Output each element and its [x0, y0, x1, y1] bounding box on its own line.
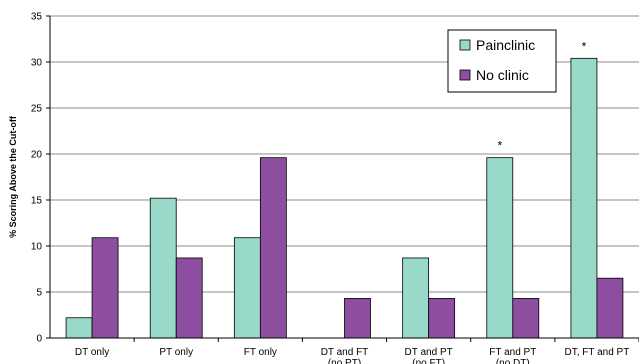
bar-painclinic [149, 197, 177, 339]
x-tick-label: FT only [244, 347, 277, 358]
legend-swatch [459, 39, 471, 51]
bar-painclinic [233, 237, 261, 339]
x-tick-label: DT, FT and PT [565, 347, 630, 358]
x-tick-label: DT and PT [405, 347, 453, 358]
bar-no-clinic [596, 277, 624, 339]
y-tick-label: 5 [36, 288, 42, 299]
significance-marker: * [497, 139, 502, 153]
annotations: ** [497, 39, 586, 152]
x-tick-label: FT and PT [489, 347, 536, 358]
legend-label: No clinic [476, 67, 529, 83]
bar-no-clinic [175, 257, 203, 339]
x-tick-label: (no DT) [496, 358, 530, 364]
y-tick-label: 25 [31, 104, 43, 115]
x-tick-label: (no FT) [412, 358, 445, 364]
bar-painclinic [402, 257, 430, 339]
bar-no-clinic [512, 298, 540, 339]
y-tick-label: 0 [36, 334, 42, 345]
bar-no-clinic [259, 157, 287, 339]
bars [65, 57, 639, 342]
legend-swatch [459, 69, 471, 81]
y-tick-label: 15 [31, 196, 43, 207]
legend: Painclinic No clinic [447, 29, 557, 93]
x-tick-label: PT only [159, 347, 193, 358]
gridlines [50, 15, 639, 293]
y-axis-title: % Scoring Above the Cut-off [8, 115, 18, 238]
bar-painclinic [65, 317, 93, 339]
x-tick-label: DT only [75, 347, 109, 358]
bar-painclinic [486, 157, 514, 339]
y-tick-label: 20 [31, 150, 43, 161]
y-tick-label: 10 [31, 242, 43, 253]
bar-no-clinic [344, 298, 371, 339]
bar-no-clinic [91, 237, 119, 339]
y-tick-label: 35 [31, 12, 43, 23]
x-tick-label: DT and FT [321, 347, 369, 358]
y-axis-ticks: 0 5 10 15 20 25 30 35 [31, 12, 50, 345]
legend-label: Painclinic [476, 37, 535, 53]
bar-no-clinic [428, 298, 456, 339]
x-tick-label: (no PT) [328, 358, 361, 364]
x-axis-labels: DT only PT only FT only DT and FT(no PT) DT … [75, 347, 629, 364]
y-tick-label: 30 [31, 58, 43, 69]
significance-marker: * [582, 39, 587, 53]
bar-painclinic [570, 57, 598, 339]
